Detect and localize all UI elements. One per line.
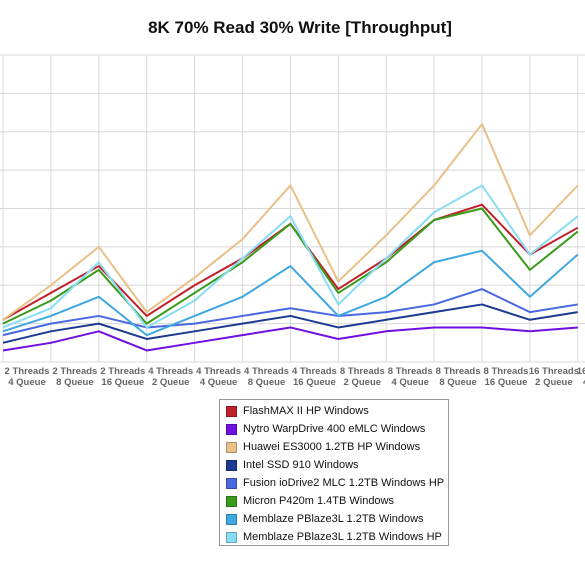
series-line-3 [2, 123, 579, 321]
x-tick-label: 8 Threads [340, 366, 385, 377]
x-tick-label: 2 Threads [5, 366, 50, 377]
series-line-6 [2, 207, 579, 325]
x-tick-label: 4 Threads [292, 366, 337, 377]
legend-swatch [226, 459, 237, 471]
x-tick-label: 4 Queue [200, 377, 238, 388]
x-tick-label: 2 Queue [152, 377, 190, 388]
series-line-8 [2, 184, 579, 329]
legend-swatch [226, 513, 237, 525]
grid [0, 54, 585, 363]
x-tick-label: 2 Queue [535, 377, 573, 388]
legend-item: Huawei ES3000 1.2TB HP Windows [226, 439, 420, 455]
x-tick-label: 2 Threads [100, 366, 145, 377]
x-tick-label: 4 Threads [196, 366, 241, 377]
x-tick-label: 8 Queue [248, 377, 286, 388]
x-tick-label: 16 Threads [529, 366, 579, 377]
legend-label: Memblaze PBlaze3L 1.2TB Windows HP [243, 531, 442, 543]
legend-item: Memblaze PBlaze3L 1.2TB Windows HP [226, 529, 442, 545]
x-tick-label: 4 Queue [8, 377, 46, 388]
legend-item: Fusion ioDrive2 MLC 1.2TB Windows HP [226, 475, 444, 491]
x-tick-label: 16 Queue [293, 377, 336, 388]
legend-label: Intel SSD 910 Windows [243, 459, 359, 471]
x-tick-label: 16 Threads [577, 366, 585, 377]
legend-label: Micron P420m 1.4TB Windows [243, 495, 394, 507]
x-tick-label: 4 Queue [391, 377, 429, 388]
legend-label: Fusion ioDrive2 MLC 1.2TB Windows HP [243, 477, 445, 489]
legend-label: Nytro WarpDrive 400 eMLC Windows [243, 423, 426, 435]
x-tick-label: 16 Queue [485, 377, 528, 388]
x-tick-label: 8 Threads [388, 366, 433, 377]
x-tick-label: 8 Queue [56, 377, 94, 388]
series-line-4 [2, 303, 578, 344]
legend-item: Intel SSD 910 Windows [226, 457, 359, 473]
x-tick-label: 16 Queue [101, 377, 144, 388]
legend-swatch [226, 531, 237, 543]
legend-item: Nytro WarpDrive 400 eMLC Windows [226, 421, 425, 437]
legend-item: Memblaze PBlaze3L 1.2TB Windows [226, 511, 424, 527]
legend-item: FlashMAX II HP Windows [226, 403, 369, 419]
legend-label: Memblaze PBlaze3L 1.2TB Windows [243, 513, 424, 525]
x-tick-label: 8 Threads [484, 366, 529, 377]
legend: FlashMAX II HP Windows Nytro WarpDrive 40… [219, 399, 449, 546]
legend-item: Micron P420m 1.4TB Windows [226, 493, 394, 509]
legend-swatch [226, 477, 237, 489]
series-line-5 [2, 288, 578, 337]
x-tick-label: 4 Threads [148, 366, 193, 377]
legend-swatch [226, 441, 237, 453]
legend-swatch [226, 405, 237, 417]
series-line-2 [2, 326, 578, 352]
x-tick-label: 8 Threads [436, 366, 481, 377]
series-line-7 [2, 249, 579, 337]
legend-label: Huawei ES3000 1.2TB HP Windows [243, 441, 421, 453]
legend-label: FlashMAX II HP Windows [243, 405, 369, 417]
x-tick-label: 4 Threads [244, 366, 289, 377]
chart-title: 8K 70% Read 30% Write [Throughput] [148, 18, 452, 37]
x-tick-label: 2 Queue [344, 377, 382, 388]
legend-swatch [226, 495, 237, 507]
series-lines [2, 123, 579, 352]
x-tick-label: 4 Queue [583, 377, 585, 388]
legend-swatch [226, 423, 237, 435]
x-tick-label: 8 Queue [439, 377, 477, 388]
x-tick-label: 2 Threads [52, 366, 97, 377]
